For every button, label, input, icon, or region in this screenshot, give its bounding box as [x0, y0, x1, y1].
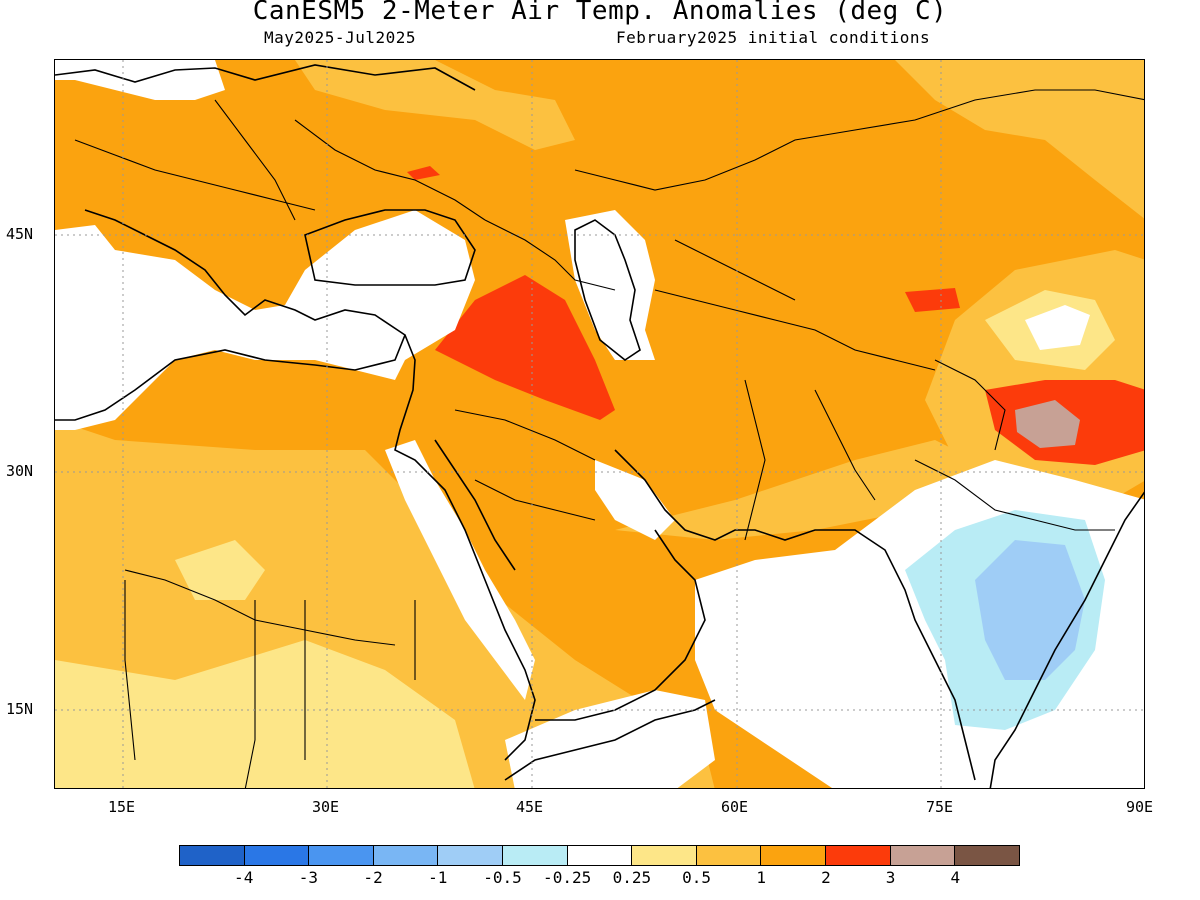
colorbar-tick-label: -2: [363, 868, 383, 887]
graticule: [55, 60, 1144, 788]
anomaly-fill-05-1: [55, 640, 475, 788]
country-borders: [74, 89, 1144, 788]
anomaly-fill-neutral-somalia: [505, 690, 715, 788]
lon-label-60e: 60E: [721, 798, 749, 816]
colorbar-swatch: [761, 846, 827, 865]
colorbar-tick-label: -4: [234, 868, 254, 887]
colorbar-swatch: [632, 846, 697, 865]
colorbar-tick-label: 0.5: [682, 868, 711, 887]
colorbar-swatch: [309, 846, 374, 865]
colorbar-swatch: [826, 846, 891, 865]
anomaly-fill-neutral-redsea: [385, 440, 535, 700]
colorbar-tick-label: 2: [821, 868, 831, 887]
lon-label-75e: 75E: [926, 798, 954, 816]
colorbar-tick-label: 3: [885, 868, 896, 887]
anomaly-fill-gt4: [1015, 400, 1080, 448]
colorbar-swatch: [955, 846, 1019, 865]
period-subtitle: May2025-Jul2025: [264, 28, 416, 47]
lon-label-15e: 15E: [108, 798, 136, 816]
anomaly-fill-05-1-africa: [175, 540, 265, 600]
lon-label-45e: 45E: [516, 798, 544, 816]
anomaly-fill-3-4-ukraine: [407, 166, 440, 180]
anomaly-fill-neutral-gulf: [595, 460, 675, 540]
colorbar-tick-label: -0.25: [543, 868, 592, 887]
anomaly-fill-3-4-kyrgyz: [905, 288, 960, 312]
chart-title: CanESM5 2-Meter Air Temp. Anomalies (deg…: [252, 0, 948, 26]
colorbar-swatch: [890, 846, 956, 865]
colorbar-tick-label: -3: [298, 868, 319, 887]
lat-label-45n: 45N: [6, 225, 34, 243]
colorbar-tick-label: -1: [428, 868, 448, 887]
colorbar-swatch: [696, 846, 762, 865]
colorbar-tick-label: -0.5: [483, 868, 522, 887]
lat-label-30n: 30N: [6, 462, 34, 480]
anomaly-fill-3-4-caucasus: [435, 275, 615, 420]
colorbar-tick-label: 0.25: [612, 868, 652, 887]
anomaly-fill-neutral-caspian: [565, 210, 655, 360]
colorbar-swatch: [567, 846, 633, 865]
lon-label-30e: 30E: [312, 798, 340, 816]
anomaly-map: [54, 59, 1145, 789]
colorbar-swatch: [180, 846, 245, 865]
anomaly-fill-1-2-ne: [895, 60, 1144, 219]
colorbar-swatch: [438, 846, 504, 865]
colorbar-tick-label: 4: [950, 868, 961, 887]
map-canvas: [55, 60, 1144, 788]
colorbar-swatch: [244, 846, 310, 865]
colorbar: [179, 845, 1020, 866]
lat-label-15n: 15N: [6, 700, 34, 718]
colorbar-tick-label: 1: [756, 868, 767, 887]
lon-label-90e: 90E: [1126, 798, 1154, 816]
colorbar-swatch: [503, 846, 568, 865]
coastlines: [55, 64, 1144, 788]
colorbar-swatch: [373, 846, 439, 865]
anomaly-fill-neutral-med: [55, 210, 475, 430]
anomaly-fill-neutral-tibet-spot: [1025, 305, 1090, 350]
anomaly-fill-1-2-north: [295, 60, 575, 150]
init-subtitle: February2025 initial conditions: [616, 28, 931, 47]
